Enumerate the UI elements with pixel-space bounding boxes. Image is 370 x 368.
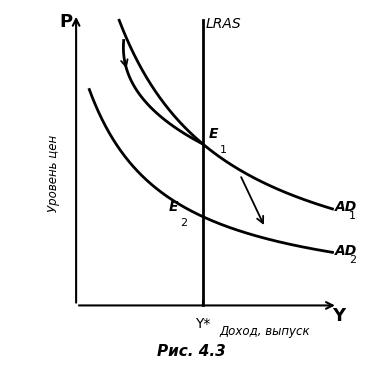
Text: Доход, выпуск: Доход, выпуск — [220, 325, 310, 339]
Text: E: E — [169, 200, 178, 214]
Text: 2: 2 — [349, 255, 356, 265]
Text: LRAS: LRAS — [206, 17, 241, 31]
Text: Уровень цен: Уровень цен — [47, 134, 60, 212]
Text: Y*: Y* — [195, 317, 211, 331]
Text: 1: 1 — [219, 145, 226, 155]
Text: 1: 1 — [349, 211, 356, 221]
Text: E: E — [208, 127, 218, 141]
Text: Y: Y — [333, 307, 346, 325]
Text: AD: AD — [335, 244, 357, 258]
Text: 2: 2 — [180, 217, 187, 227]
Text: AD: AD — [335, 201, 357, 215]
Text: Рис. 4.3: Рис. 4.3 — [157, 344, 225, 359]
Text: P: P — [59, 13, 72, 31]
